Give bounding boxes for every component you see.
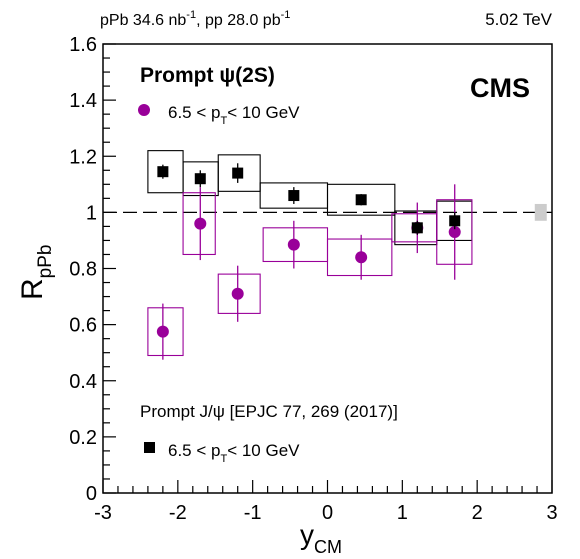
jpsi-systematic-boxes — [147, 150, 473, 246]
energy-label: 5.02 TeV — [485, 10, 552, 29]
x-tick-label: -2 — [169, 502, 187, 524]
jpsi-point — [449, 215, 461, 227]
y-axis-title: RpPb — [16, 245, 56, 300]
psi2s-point — [448, 226, 461, 239]
psi2s-point — [287, 238, 300, 251]
jpsi-point — [194, 173, 206, 185]
y-tick-label: 1.6 — [69, 34, 97, 56]
psi2s-title: Prompt ψ(2S) — [140, 64, 275, 87]
y-tick-label: 1 — [86, 202, 97, 224]
psi2s-sys-box — [217, 273, 261, 314]
y-tick-label: 1.4 — [69, 90, 97, 112]
x-axis-title: yCM — [300, 519, 342, 557]
jpsi-legend-label: 6.5 < pT< 10 GeV — [168, 441, 300, 465]
y-tick-label: 1.2 — [69, 146, 97, 168]
psi2s-points — [156, 184, 461, 360]
jpsi-point — [288, 190, 300, 202]
cms-label: CMS — [470, 73, 530, 103]
jpsi-point — [157, 166, 169, 178]
x-tick-label: -3 — [94, 502, 112, 524]
psi2s-sys-box — [326, 238, 393, 277]
y-tick-label: 0.2 — [69, 427, 97, 449]
jpsi-sys-box — [326, 183, 396, 216]
jpsi-point — [232, 167, 244, 179]
x-tick-label: 1 — [397, 502, 408, 524]
psi2s-legend-label: 6.5 < pT< 10 GeV — [168, 103, 300, 127]
luminosity-label: pPb 34.6 nb-1, pp 28.0 pb-1 — [100, 9, 290, 29]
jpsi-point — [355, 194, 367, 206]
jpsi-point — [411, 222, 423, 234]
y-tick-label: 0.8 — [69, 259, 97, 281]
x-tick-label: 0 — [322, 502, 333, 524]
psi2s-point — [156, 325, 169, 338]
y-tick-label: 0.6 — [69, 315, 97, 337]
global-uncertainty-box — [534, 203, 547, 221]
x-tick-label: 2 — [472, 502, 483, 524]
y-tick-label: 0.4 — [69, 371, 97, 393]
x-tick-label: -1 — [244, 502, 262, 524]
psi2s-sys-box — [182, 192, 216, 256]
psi2s-point — [355, 251, 368, 264]
psi2s-point — [231, 287, 244, 300]
jpsi-legend-marker — [144, 442, 155, 453]
x-tick-label: 3 — [546, 502, 557, 524]
jpsi-sys-box — [217, 154, 261, 192]
axes: -3 -2 -1 0 1 2 3 0 0.2 0.4 0.6 0.8 1 1.2 1.4 1.6 — [69, 34, 557, 524]
psi2s-point — [194, 217, 207, 230]
y-tick-label: 0 — [86, 483, 97, 505]
psi2s-systematic-boxes — [147, 192, 473, 357]
jpsi-reference-title: Prompt J/ψ [EPJC 77, 269 (2017)] — [140, 402, 398, 421]
psi2s-sys-box — [147, 307, 184, 357]
jpsi-points — [157, 163, 461, 235]
psi2s-legend-marker — [138, 104, 150, 116]
